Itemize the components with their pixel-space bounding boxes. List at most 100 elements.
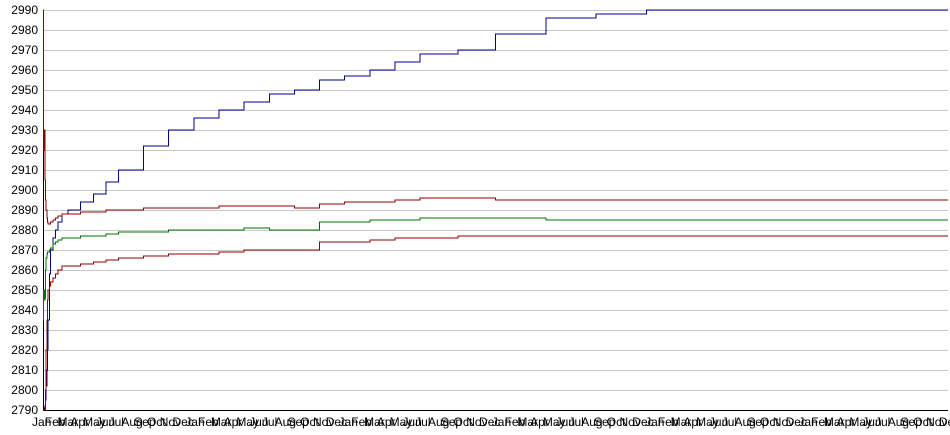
x-tick-label: Jul bbox=[415, 415, 430, 429]
x-tick-label: Feb bbox=[811, 415, 832, 429]
y-tick-label: 2880 bbox=[11, 223, 38, 237]
y-tick-label: 2810 bbox=[11, 363, 38, 377]
x-tick-label: Oct bbox=[453, 415, 472, 429]
x-tick-label: Aug bbox=[275, 415, 296, 429]
x-tick-label: Apr bbox=[70, 415, 89, 429]
y-tick-label: 2830 bbox=[11, 323, 38, 337]
x-tick-label: Apr bbox=[224, 415, 243, 429]
y-tick-label: 2910 bbox=[11, 163, 38, 177]
x-tick-label: Feb bbox=[351, 415, 372, 429]
x-tick-label: Oct bbox=[607, 415, 626, 429]
y-tick-label: 2820 bbox=[11, 343, 38, 357]
x-tick-label: Oct bbox=[760, 415, 779, 429]
x-tick-label: Sep bbox=[594, 415, 616, 429]
y-tick-label: 2920 bbox=[11, 143, 38, 157]
x-tick-label: Jul bbox=[262, 415, 277, 429]
x-tick-label: Apr bbox=[530, 415, 549, 429]
x-tick-label: Jul bbox=[568, 415, 583, 429]
x-tick-label: Feb bbox=[198, 415, 219, 429]
x-tick-label: Feb bbox=[505, 415, 526, 429]
x-tick-label: Mar bbox=[58, 415, 79, 429]
x-tick-label: Sep bbox=[134, 415, 156, 429]
y-tick-label: 2990 bbox=[11, 3, 38, 17]
x-tick-label: Dec bbox=[479, 415, 500, 429]
x-tick-label: Jun bbox=[556, 415, 575, 429]
x-tick-label: Jan bbox=[492, 415, 511, 429]
y-tick-label: 2790 bbox=[11, 403, 38, 417]
x-tick-label: Aug bbox=[121, 415, 142, 429]
x-tick-label: Oct bbox=[147, 415, 166, 429]
series-line-1 bbox=[43, 9, 948, 411]
x-tick-label: Dec bbox=[939, 415, 950, 429]
x-tick-label: Jan bbox=[339, 415, 358, 429]
x-tick-label: Jan bbox=[798, 415, 817, 429]
y-tick-label: 2860 bbox=[11, 263, 38, 277]
x-tick-label: Mar bbox=[364, 415, 385, 429]
x-tick-label: May bbox=[543, 415, 566, 429]
x-tick-label: Jun bbox=[249, 415, 268, 429]
x-tick-label: Jun bbox=[96, 415, 115, 429]
x-tick-label: Oct bbox=[913, 415, 932, 429]
x-axis-tick-labels: JanFebMarAprMayJunJulAugSepOctNovDecJanF… bbox=[32, 415, 950, 429]
y-tick-label: 2960 bbox=[11, 63, 38, 77]
series-line-4 bbox=[43, 235, 948, 411]
x-tick-label: Feb bbox=[658, 415, 679, 429]
x-tick-label: Jul bbox=[722, 415, 737, 429]
x-tick-label: Sep bbox=[287, 415, 309, 429]
y-axis-tick-labels: 2790 2800 2810 2820 2830 2840 2850 2860 2870 2880… bbox=[11, 3, 38, 417]
series-line-3 bbox=[43, 217, 948, 321]
y-tick-label: 2950 bbox=[11, 83, 38, 97]
x-tick-label: Nov bbox=[926, 415, 947, 429]
x-tick-label: Mar bbox=[211, 415, 232, 429]
x-tick-label: Nov bbox=[773, 415, 794, 429]
x-tick-label: Nov bbox=[466, 415, 487, 429]
x-tick-label: Jan bbox=[32, 415, 51, 429]
x-tick-label: Oct bbox=[300, 415, 319, 429]
x-tick-label: Dec bbox=[786, 415, 807, 429]
x-tick-label: Jan bbox=[645, 415, 664, 429]
x-tick-label: Jan bbox=[185, 415, 204, 429]
grid-layer bbox=[43, 10, 948, 411]
x-tick-label: Aug bbox=[734, 415, 755, 429]
x-tick-label: Dec bbox=[172, 415, 193, 429]
x-tick-label: Aug bbox=[581, 415, 602, 429]
x-tick-label: Dec bbox=[632, 415, 653, 429]
x-tick-label: Nov bbox=[160, 415, 181, 429]
x-tick-label: May bbox=[83, 415, 106, 429]
x-tick-label: Apr bbox=[837, 415, 856, 429]
x-tick-label: Dec bbox=[326, 415, 347, 429]
x-tick-label: Jul bbox=[875, 415, 890, 429]
y-tick-label: 2890 bbox=[11, 203, 38, 217]
x-tick-label: Mar bbox=[517, 415, 538, 429]
x-tick-label: May bbox=[849, 415, 872, 429]
x-tick-label: Mar bbox=[824, 415, 845, 429]
y-tick-label: 2900 bbox=[11, 183, 38, 197]
x-tick-label: Jul bbox=[109, 415, 124, 429]
x-tick-label: Feb bbox=[45, 415, 66, 429]
x-tick-label: Sep bbox=[901, 415, 923, 429]
series-line-2 bbox=[43, 9, 948, 225]
y-tick-label: 2840 bbox=[11, 303, 38, 317]
x-tick-label: May bbox=[390, 415, 413, 429]
x-tick-label: Jun bbox=[709, 415, 728, 429]
x-tick-label: Sep bbox=[441, 415, 463, 429]
x-tick-label: Aug bbox=[888, 415, 909, 429]
x-tick-label: May bbox=[236, 415, 259, 429]
x-tick-label: Apr bbox=[683, 415, 702, 429]
x-tick-label: Apr bbox=[377, 415, 396, 429]
y-tick-label: 2930 bbox=[11, 123, 38, 137]
y-tick-label: 2850 bbox=[11, 283, 38, 297]
x-tick-label: Mar bbox=[671, 415, 692, 429]
x-tick-label: Jun bbox=[402, 415, 421, 429]
x-tick-label: Aug bbox=[428, 415, 449, 429]
x-tick-label: Nov bbox=[620, 415, 641, 429]
x-tick-label: May bbox=[696, 415, 719, 429]
y-tick-label: 2940 bbox=[11, 103, 38, 117]
x-tick-label: Nov bbox=[313, 415, 334, 429]
series-layer bbox=[43, 9, 948, 411]
y-tick-label: 2870 bbox=[11, 243, 38, 257]
y-tick-label: 2970 bbox=[11, 43, 38, 57]
y-tick-label: 2800 bbox=[11, 383, 38, 397]
x-tick-label: Sep bbox=[747, 415, 769, 429]
